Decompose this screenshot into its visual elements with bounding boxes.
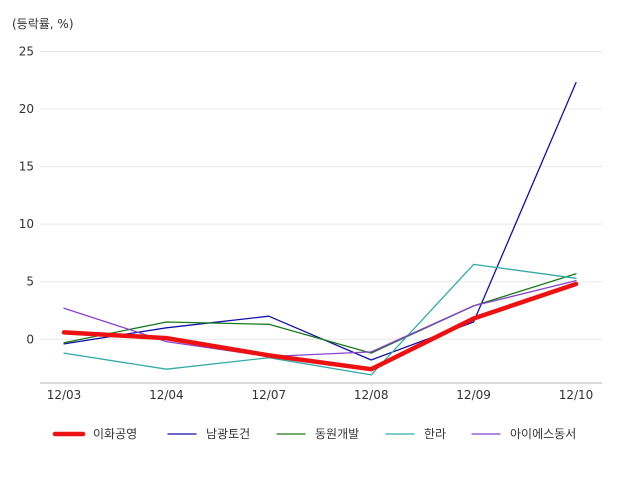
legend: 이화공영 남광토건 동원개발 한라 아이에스동서 bbox=[52, 427, 576, 441]
series-line-3 bbox=[63, 273, 577, 354]
x-tick-label: 12/08 bbox=[354, 388, 389, 402]
y-tick-label: 20 bbox=[19, 102, 34, 116]
legend-label: 남광토건 bbox=[206, 427, 250, 441]
x-tick-label: 12/03 bbox=[47, 388, 82, 402]
x-tick-label: 12/04 bbox=[149, 388, 184, 402]
legend-label: 이화공영 bbox=[93, 427, 137, 441]
x-tick-label: 12/09 bbox=[456, 388, 491, 402]
legend-item-4: 한라 bbox=[385, 427, 446, 441]
series-lines bbox=[61, 81, 579, 376]
y-tick-label: 5 bbox=[26, 275, 34, 289]
series-line-5 bbox=[63, 279, 577, 358]
x-axis: 12/03 12/04 12/07 12/08 12/09 12/10 bbox=[47, 388, 594, 402]
y-tick-label: 0 bbox=[26, 332, 34, 346]
y-tick-label: 15 bbox=[19, 160, 34, 174]
unit-label: (등락률, %) bbox=[12, 17, 74, 31]
legend-item-3: 동원개발 bbox=[276, 427, 359, 441]
legend-label: 동원개발 bbox=[315, 427, 359, 441]
x-tick-label: 12/07 bbox=[252, 388, 287, 402]
gridlines bbox=[40, 51, 602, 340]
legend-item-1: 이화공영 bbox=[52, 427, 137, 441]
y-axis: 0 5 10 15 20 25 bbox=[19, 45, 34, 347]
legend-label: 한라 bbox=[424, 427, 446, 441]
legend-item-2: 남광토건 bbox=[167, 427, 250, 441]
series-line-1 bbox=[61, 281, 579, 372]
legend-item-5: 아이에스동서 bbox=[471, 427, 576, 441]
x-tick-label: 12/10 bbox=[559, 388, 594, 402]
legend-label: 아이에스동서 bbox=[510, 427, 576, 441]
y-tick-label: 10 bbox=[19, 217, 34, 231]
y-tick-label: 25 bbox=[19, 45, 34, 59]
series-line-4 bbox=[63, 263, 577, 376]
series-line-2 bbox=[63, 81, 577, 361]
